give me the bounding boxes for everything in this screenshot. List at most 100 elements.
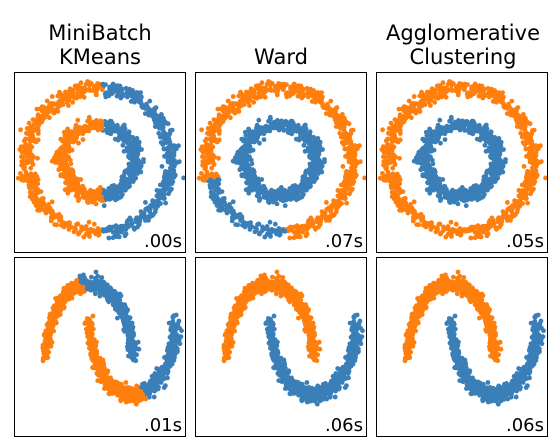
scatter-point bbox=[478, 189, 484, 195]
scatter-point bbox=[481, 86, 487, 92]
scatter-point bbox=[71, 132, 77, 138]
scatter-point bbox=[523, 183, 529, 189]
scatter-point bbox=[434, 83, 440, 89]
scatter-point bbox=[429, 172, 435, 178]
scatter-point bbox=[447, 200, 453, 205]
scatter-point bbox=[347, 148, 353, 153]
scatter-point bbox=[453, 221, 459, 227]
scatter-point bbox=[418, 215, 424, 221]
scatter-point bbox=[211, 193, 216, 199]
scatter-point bbox=[357, 159, 363, 165]
time-label: .00s bbox=[143, 231, 182, 252]
scatter-point bbox=[35, 207, 40, 213]
scatter-point bbox=[153, 112, 159, 118]
scatter-point bbox=[24, 126, 30, 131]
scatter-point bbox=[155, 123, 160, 129]
scatter-point bbox=[488, 154, 493, 160]
scatter-point bbox=[116, 84, 122, 89]
scatter-point bbox=[137, 164, 143, 170]
scatter-point bbox=[383, 138, 389, 144]
scatter-point bbox=[333, 108, 338, 114]
scatter-point bbox=[399, 106, 405, 112]
scatter-point bbox=[280, 123, 286, 129]
scatter-point bbox=[291, 195, 297, 201]
scatter-point bbox=[35, 155, 40, 161]
scatter-point bbox=[110, 85, 115, 91]
scatter-point bbox=[121, 126, 126, 132]
scatter-point bbox=[18, 127, 23, 133]
scatter-point bbox=[530, 165, 535, 171]
scatter-point bbox=[153, 119, 159, 125]
scatter-point bbox=[522, 120, 527, 125]
scatter-point bbox=[88, 189, 93, 195]
scatter-point bbox=[344, 120, 350, 126]
scatter-point bbox=[78, 291, 83, 297]
scatter-point bbox=[339, 201, 344, 206]
scatter-point bbox=[208, 177, 214, 183]
scatter-point bbox=[41, 111, 47, 117]
scatter-point bbox=[262, 94, 268, 100]
scatter-point bbox=[397, 131, 403, 136]
scatter-point bbox=[124, 94, 130, 100]
scatter-point bbox=[287, 91, 293, 97]
scatter-point bbox=[62, 133, 68, 138]
scatter-point bbox=[76, 88, 82, 93]
scatter-point bbox=[243, 133, 249, 138]
scatter-point bbox=[68, 161, 74, 167]
scatter-point bbox=[493, 175, 499, 180]
scatter-point bbox=[391, 135, 397, 140]
scatter-point bbox=[531, 127, 537, 133]
scatter-point bbox=[470, 189, 475, 195]
scatter-point bbox=[221, 206, 226, 212]
scatter-point bbox=[323, 111, 329, 116]
scatter-point bbox=[328, 98, 334, 104]
scatter-point bbox=[141, 210, 147, 216]
scatter-point bbox=[136, 143, 142, 149]
scatter-point bbox=[109, 121, 115, 127]
scatter-point bbox=[252, 132, 258, 138]
scatter-point bbox=[525, 200, 530, 206]
scatter-point bbox=[310, 166, 315, 171]
scatter-point bbox=[82, 89, 87, 95]
scatter-point bbox=[441, 183, 447, 189]
scatter-point bbox=[320, 214, 326, 220]
scatter-point bbox=[334, 119, 340, 125]
scatter-point bbox=[348, 139, 354, 145]
scatter-point bbox=[261, 190, 267, 196]
scatter-point bbox=[149, 112, 155, 117]
scatter-point bbox=[525, 120, 531, 126]
scatter-point bbox=[406, 98, 412, 104]
scatter-point bbox=[529, 139, 535, 145]
scatter-point bbox=[501, 214, 507, 220]
scatter-point bbox=[503, 159, 508, 165]
scatter-point bbox=[306, 167, 312, 173]
scatter-point bbox=[291, 235, 297, 241]
scatter-point bbox=[44, 98, 50, 104]
scatter-point bbox=[385, 148, 391, 153]
scatter-point bbox=[23, 169, 29, 175]
scatter-point bbox=[254, 193, 260, 199]
scatter-point bbox=[88, 121, 94, 127]
scatter-point bbox=[302, 223, 307, 229]
scatter-point bbox=[28, 165, 34, 171]
scatter-point bbox=[71, 139, 76, 145]
scatter-point bbox=[17, 147, 23, 152]
scatter-point bbox=[425, 89, 430, 95]
scatter-point bbox=[380, 171, 385, 176]
scatter-point bbox=[386, 126, 392, 131]
scatter-point bbox=[391, 130, 397, 136]
scatter-point bbox=[428, 93, 433, 99]
scatter-point bbox=[121, 148, 127, 154]
scatter-point bbox=[57, 98, 63, 103]
scatter-point bbox=[511, 213, 517, 219]
scatter-point bbox=[210, 135, 216, 140]
scatter-point bbox=[268, 80, 274, 86]
scatter-point bbox=[91, 221, 97, 227]
scatter-point bbox=[160, 120, 165, 125]
scatter-point bbox=[286, 225, 292, 231]
scatter-point bbox=[384, 158, 390, 164]
scatter-point bbox=[57, 148, 62, 153]
scatter-point bbox=[362, 175, 366, 181]
scatter-point bbox=[517, 194, 523, 200]
scatter-point bbox=[47, 206, 53, 212]
